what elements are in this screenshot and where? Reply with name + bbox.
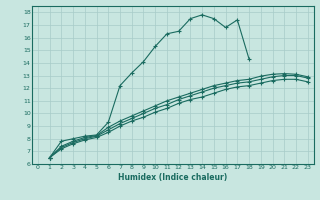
X-axis label: Humidex (Indice chaleur): Humidex (Indice chaleur) — [118, 173, 228, 182]
